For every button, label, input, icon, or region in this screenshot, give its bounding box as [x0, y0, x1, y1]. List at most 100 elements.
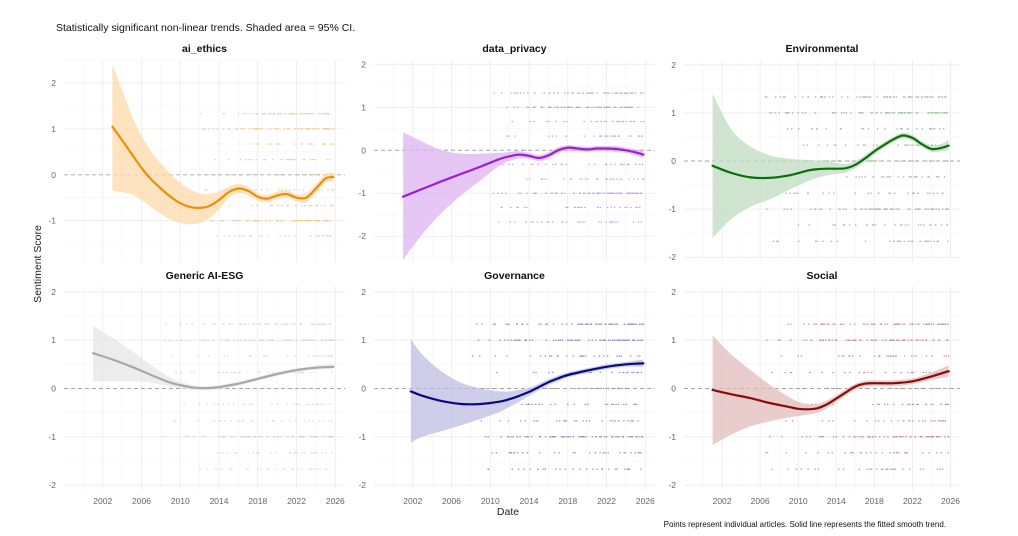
article-point [797, 192, 799, 194]
article-point [580, 436, 582, 438]
article-point [918, 420, 920, 422]
article-point [596, 92, 598, 94]
article-point [224, 113, 226, 115]
article-point [616, 221, 618, 223]
article-point [278, 189, 280, 191]
article-point [889, 339, 891, 341]
article-point [202, 323, 205, 325]
article-point [610, 221, 612, 223]
article-point [921, 339, 924, 341]
article-point [919, 339, 921, 341]
article-point [841, 96, 843, 98]
article-point [221, 436, 224, 438]
article-point [916, 208, 919, 210]
article-point [892, 436, 895, 438]
article-point [919, 468, 921, 470]
article-point [815, 240, 817, 242]
article-point [555, 135, 557, 137]
article-point [326, 468, 328, 470]
article-point [930, 420, 932, 422]
article-point [235, 128, 237, 130]
article-point [609, 192, 611, 194]
article-point [920, 224, 922, 226]
article-point [228, 323, 230, 325]
x-tick-label: 2006 [751, 496, 770, 506]
article-point [841, 323, 843, 325]
article-point [600, 135, 603, 137]
article-point [640, 192, 643, 194]
chart-subtitle: Statistically significant non-linear tre… [56, 22, 355, 34]
article-point [268, 113, 271, 115]
article-point [206, 189, 208, 191]
article-point [608, 323, 610, 325]
article-point [615, 339, 617, 341]
article-point [533, 420, 535, 422]
article-point [842, 208, 844, 210]
article-point [918, 323, 920, 325]
article-point [900, 128, 902, 130]
article-point [577, 206, 579, 208]
article-point [514, 452, 516, 454]
article-point [870, 323, 873, 325]
article-point [637, 339, 639, 341]
article-point [816, 240, 819, 242]
article-point [301, 323, 303, 325]
article-point [285, 323, 288, 325]
article-point [839, 128, 842, 130]
panel-title: Social [807, 270, 838, 282]
article-point [214, 323, 216, 325]
article-point [248, 128, 251, 130]
article-point [637, 192, 639, 194]
article-point [870, 112, 873, 114]
article-point [287, 436, 290, 438]
article-point [325, 323, 327, 325]
article-point [893, 403, 895, 405]
article-point [328, 113, 330, 115]
article-point [609, 323, 612, 325]
article-point [526, 436, 528, 438]
article-point [278, 387, 280, 390]
article-point [208, 128, 210, 130]
article-point [581, 355, 584, 357]
article-point [944, 176, 946, 178]
article-point [904, 224, 907, 226]
article-point [278, 189, 280, 191]
article-point [329, 220, 332, 222]
article-point [887, 403, 889, 405]
article-point [533, 92, 535, 94]
article-point [932, 436, 934, 438]
article-point [604, 339, 606, 341]
article-point [948, 371, 950, 374]
article-point [920, 436, 922, 438]
article-point [252, 339, 254, 341]
article-point [273, 113, 275, 115]
article-point [502, 163, 504, 165]
article-point [789, 371, 792, 374]
article-point [274, 436, 277, 438]
article-point [632, 339, 634, 341]
article-point [475, 323, 478, 325]
article-point [527, 92, 529, 94]
article-point [308, 128, 311, 130]
article-point [871, 112, 874, 114]
article-point [873, 355, 876, 357]
article-point [583, 355, 585, 357]
article-point [904, 112, 906, 114]
article-point [613, 106, 615, 108]
article-point [897, 176, 899, 178]
article-point [522, 163, 524, 165]
article-point [331, 355, 333, 357]
article-point [230, 420, 232, 422]
article-point [279, 143, 281, 145]
article-point [639, 192, 642, 194]
article-point [310, 468, 313, 470]
article-point [321, 323, 324, 325]
article-point [272, 420, 274, 422]
article-point [267, 339, 269, 341]
article-point [212, 339, 214, 341]
article-point [869, 208, 871, 210]
article-point [278, 174, 281, 176]
article-point [197, 355, 200, 357]
article-point [558, 420, 561, 422]
article-point [878, 420, 880, 422]
